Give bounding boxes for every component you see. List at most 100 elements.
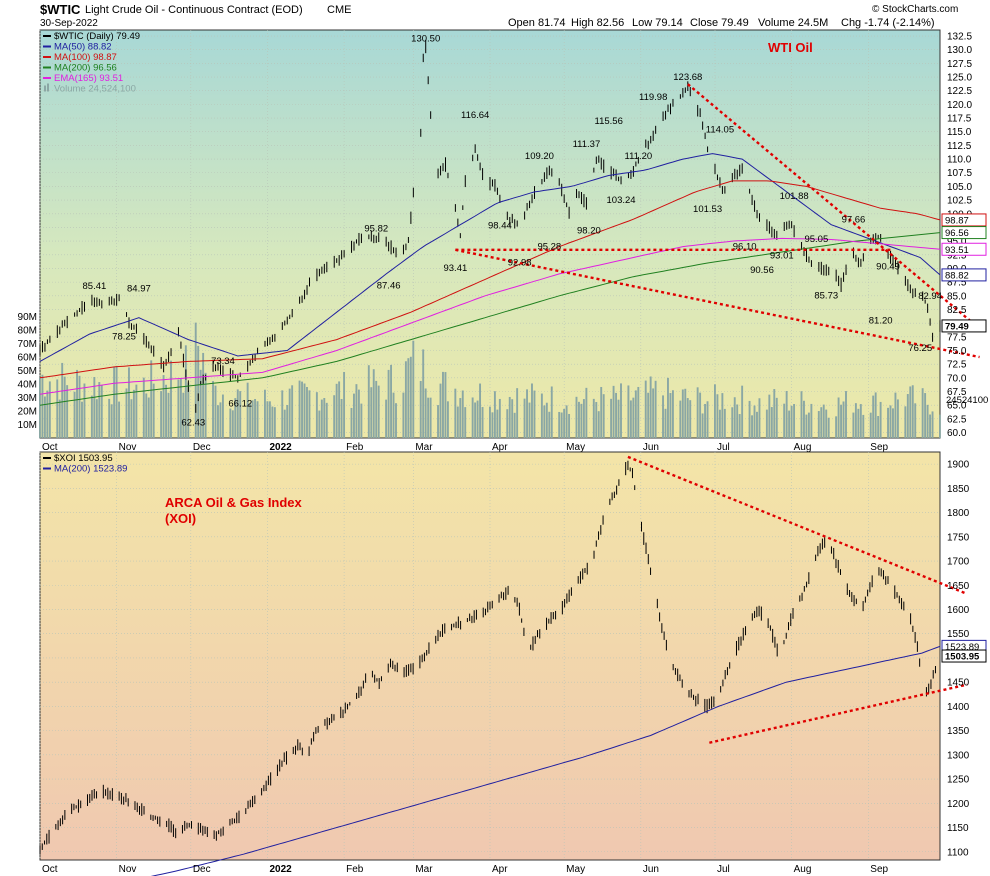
volume-bar bbox=[597, 411, 600, 438]
ma50-line bbox=[39, 153, 941, 362]
volume-bar bbox=[335, 383, 338, 438]
volume-bar bbox=[214, 385, 217, 438]
volume-bar bbox=[350, 407, 353, 438]
legend-entry: $WTIC (Daily) 79.49 bbox=[54, 31, 140, 42]
oil-annotations: 85.41 84.97 78.25 73.34 62.43 66.12 95.82 87.46… bbox=[83, 33, 942, 428]
oil-volume-bars bbox=[39, 322, 941, 438]
volume-bar bbox=[610, 398, 613, 438]
volume-bar bbox=[370, 387, 373, 438]
volume-bar bbox=[765, 409, 768, 438]
volume-bar bbox=[461, 390, 464, 438]
volume-bar bbox=[202, 352, 205, 438]
volume-bar bbox=[669, 392, 672, 438]
volume-bar bbox=[914, 403, 917, 438]
volume-bar bbox=[513, 412, 516, 438]
legend-entry: MA(50) 88.82 bbox=[54, 42, 112, 53]
volume-bar bbox=[862, 414, 865, 438]
volume-bar bbox=[741, 385, 744, 438]
volume-bar bbox=[76, 369, 78, 438]
volume-bar bbox=[251, 400, 254, 438]
volume-bar bbox=[714, 384, 716, 438]
volume-tick-label: 60M bbox=[18, 353, 37, 364]
volume-bar bbox=[582, 399, 585, 438]
price-tick-label: 107.5 bbox=[947, 168, 972, 179]
volume-bar bbox=[768, 394, 771, 438]
price-annotation: 90.56 bbox=[750, 265, 774, 276]
volume-bar bbox=[318, 410, 321, 438]
volume-bar bbox=[167, 392, 170, 438]
price-tick-label: 1300 bbox=[947, 750, 970, 761]
x-tick-label: Dec bbox=[193, 442, 211, 453]
volume-bar bbox=[748, 400, 751, 438]
price-tick-label: 60.0 bbox=[947, 428, 967, 439]
price-tick-label: 1850 bbox=[947, 484, 970, 495]
volume-bar bbox=[83, 383, 86, 438]
x-tick-label: 2022 bbox=[269, 864, 292, 875]
x-tick-label: Oct bbox=[42, 442, 58, 453]
volume-bar bbox=[543, 405, 546, 438]
volume-bar bbox=[135, 384, 138, 438]
volume-bar bbox=[632, 397, 635, 438]
x-tick-label: May bbox=[566, 442, 585, 453]
xoi-chart-subtitle: (XOI) bbox=[165, 511, 196, 526]
volume-bar bbox=[63, 376, 66, 438]
volume-bar bbox=[756, 411, 758, 438]
volume-bar bbox=[357, 389, 360, 438]
volume-bar bbox=[790, 405, 793, 438]
volume-bar bbox=[412, 340, 415, 438]
volume-bar bbox=[194, 322, 197, 438]
volume-bar bbox=[704, 403, 707, 438]
volume-bar bbox=[110, 404, 113, 438]
trendline bbox=[709, 683, 968, 744]
trendline bbox=[627, 455, 968, 596]
volume-bar bbox=[212, 381, 214, 438]
price-annotation: 109.20 bbox=[525, 151, 554, 162]
volume-bar bbox=[283, 409, 286, 438]
volume-bar bbox=[803, 400, 805, 438]
volume-bar bbox=[291, 385, 294, 438]
volume-bar bbox=[459, 398, 462, 438]
volume-bar bbox=[686, 398, 689, 438]
x-tick-label: Jun bbox=[643, 864, 659, 875]
volume-bar bbox=[338, 381, 341, 438]
volume-tick-label: 40M bbox=[18, 380, 37, 391]
exchange-label: CME bbox=[327, 4, 351, 16]
volume-bar bbox=[615, 392, 617, 438]
volume-bar bbox=[845, 391, 847, 438]
volume-bar bbox=[533, 390, 536, 438]
volume-bar bbox=[558, 411, 561, 438]
price-tick-label: 110.0 bbox=[947, 155, 972, 166]
volume-bar bbox=[706, 401, 709, 438]
volume-bar bbox=[578, 401, 580, 438]
volume-bar bbox=[128, 367, 130, 438]
volume-bar bbox=[560, 412, 563, 438]
legend-entry: $XOI 1503.95 bbox=[54, 453, 113, 464]
volume-bar bbox=[217, 405, 219, 438]
price-tick-label: 102.5 bbox=[947, 196, 972, 207]
volume-bar bbox=[385, 399, 388, 438]
volume-bar bbox=[723, 408, 726, 438]
volume-bar bbox=[817, 411, 820, 438]
price-annotation: 115.56 bbox=[595, 116, 623, 127]
volume-bar bbox=[627, 385, 630, 438]
value-tag-label: 96.56 bbox=[945, 228, 969, 239]
volume-bar bbox=[58, 399, 61, 438]
volume-bar bbox=[390, 364, 392, 438]
volume-bar bbox=[877, 416, 880, 438]
price-annotation: 76.25 bbox=[908, 343, 932, 354]
price-tick-label: 1900 bbox=[947, 460, 970, 471]
price-tick-label: 105.0 bbox=[947, 182, 972, 193]
x-tick-label: Aug bbox=[794, 442, 812, 453]
volume-bar bbox=[98, 382, 101, 438]
volume-bar bbox=[859, 404, 862, 438]
volume-bar bbox=[481, 407, 484, 438]
volume-bar bbox=[869, 412, 872, 438]
change-value: Chg -1.74 (-2.14%) bbox=[841, 17, 935, 29]
oil-right-tags: 98.87 96.56 93.51 88.82 79.49 24524100 bbox=[941, 213, 988, 406]
close-value: Close 79.49 bbox=[690, 17, 749, 29]
symbol-title: $WTIC bbox=[40, 2, 81, 17]
volume-bar bbox=[90, 395, 93, 438]
price-tick-label: 1450 bbox=[947, 678, 970, 689]
